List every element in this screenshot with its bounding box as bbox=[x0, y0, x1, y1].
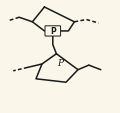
Text: P: P bbox=[50, 27, 56, 35]
FancyBboxPatch shape bbox=[45, 27, 61, 37]
Text: P: P bbox=[57, 59, 63, 68]
